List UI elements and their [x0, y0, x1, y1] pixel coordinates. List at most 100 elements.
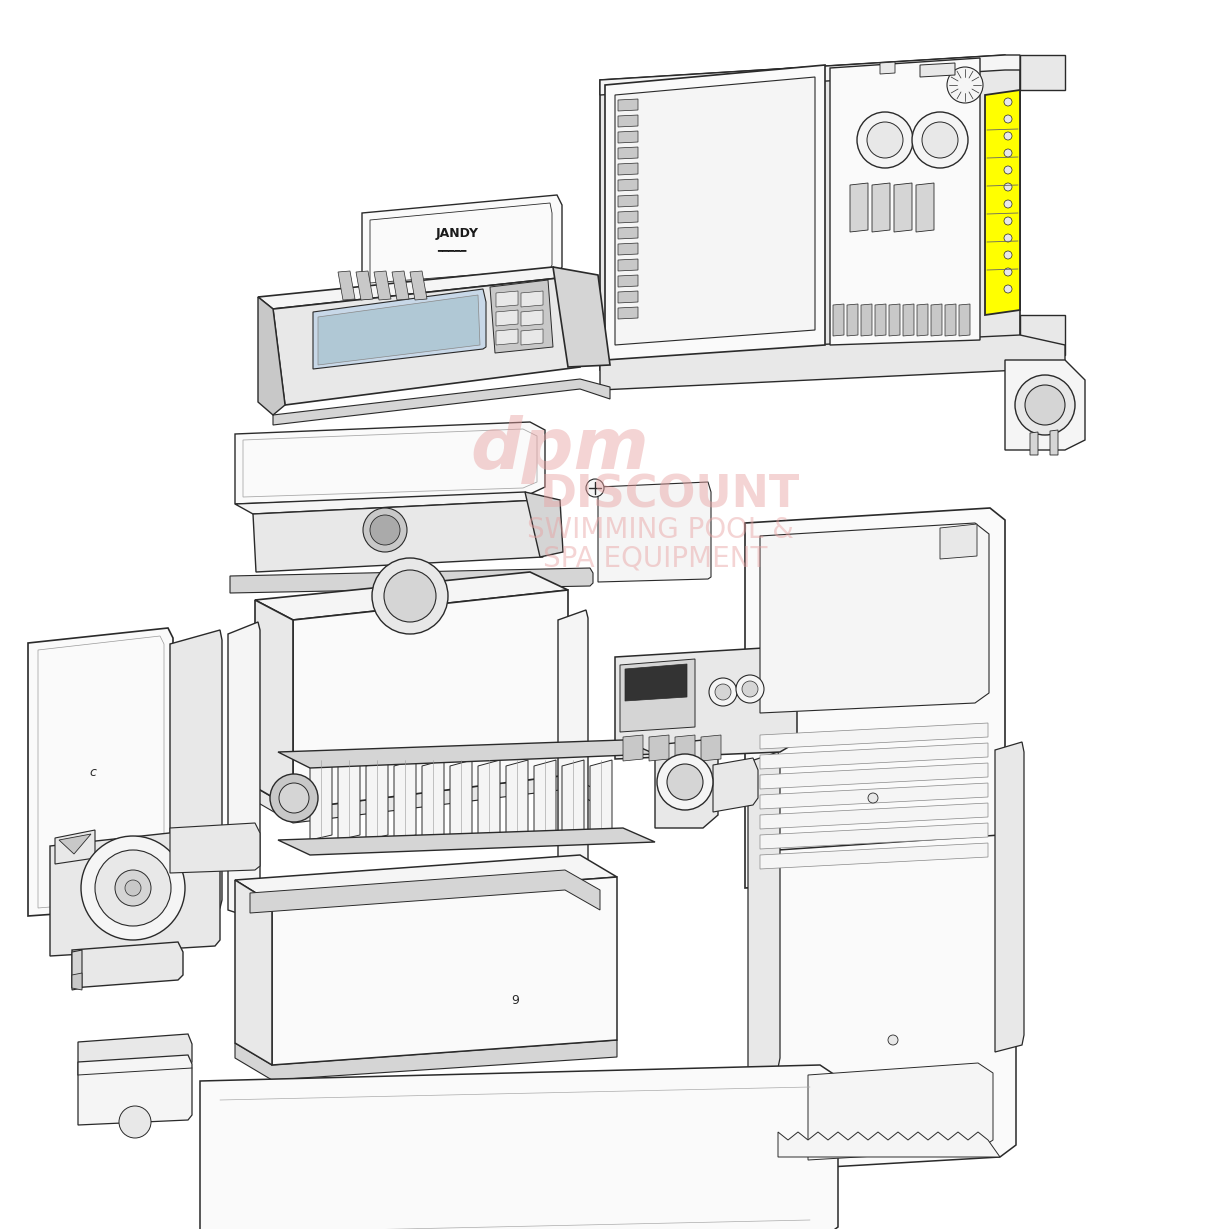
- Circle shape: [1015, 375, 1075, 435]
- Polygon shape: [590, 760, 612, 839]
- Polygon shape: [995, 742, 1024, 1052]
- Polygon shape: [1030, 433, 1039, 455]
- Circle shape: [715, 685, 731, 701]
- Text: ━━━━━: ━━━━━: [438, 245, 467, 254]
- Polygon shape: [558, 610, 587, 912]
- Polygon shape: [73, 973, 82, 991]
- Polygon shape: [618, 116, 638, 127]
- Polygon shape: [862, 304, 873, 336]
- Polygon shape: [618, 307, 638, 320]
- Polygon shape: [235, 880, 272, 1066]
- Circle shape: [270, 774, 318, 822]
- Polygon shape: [77, 1054, 192, 1125]
- Circle shape: [658, 755, 713, 810]
- Polygon shape: [889, 304, 900, 336]
- Polygon shape: [273, 379, 610, 425]
- Polygon shape: [374, 272, 391, 300]
- Polygon shape: [618, 100, 638, 111]
- Polygon shape: [363, 195, 562, 290]
- Polygon shape: [235, 855, 617, 903]
- Text: c: c: [90, 767, 96, 779]
- Polygon shape: [293, 590, 568, 809]
- Polygon shape: [497, 310, 517, 326]
- Text: JANDY: JANDY: [435, 226, 478, 240]
- Polygon shape: [55, 830, 95, 864]
- Polygon shape: [258, 297, 285, 415]
- Polygon shape: [28, 628, 173, 916]
- Polygon shape: [903, 304, 914, 336]
- Polygon shape: [614, 646, 796, 760]
- Polygon shape: [235, 492, 540, 514]
- Polygon shape: [778, 834, 1016, 1170]
- Polygon shape: [278, 740, 655, 768]
- Polygon shape: [278, 828, 655, 855]
- Polygon shape: [614, 77, 815, 345]
- Polygon shape: [253, 500, 543, 571]
- Polygon shape: [1005, 360, 1085, 450]
- Circle shape: [1004, 285, 1011, 293]
- Polygon shape: [778, 1132, 1000, 1156]
- Polygon shape: [760, 524, 989, 713]
- Polygon shape: [50, 828, 220, 956]
- Polygon shape: [249, 870, 600, 913]
- Polygon shape: [521, 310, 543, 326]
- Polygon shape: [1050, 430, 1058, 455]
- Polygon shape: [235, 1040, 617, 1080]
- Polygon shape: [807, 1063, 993, 1160]
- Polygon shape: [760, 744, 988, 769]
- Polygon shape: [73, 941, 183, 988]
- Circle shape: [1004, 98, 1011, 106]
- Polygon shape: [830, 58, 980, 345]
- Polygon shape: [760, 823, 988, 849]
- Polygon shape: [59, 834, 91, 854]
- Circle shape: [709, 678, 737, 705]
- Polygon shape: [873, 183, 890, 232]
- Polygon shape: [254, 571, 568, 619]
- Circle shape: [383, 570, 436, 622]
- Circle shape: [1004, 200, 1011, 208]
- Polygon shape: [313, 289, 485, 369]
- Polygon shape: [525, 492, 563, 557]
- Polygon shape: [675, 735, 696, 761]
- Circle shape: [372, 558, 449, 634]
- Polygon shape: [833, 304, 844, 336]
- Circle shape: [866, 122, 903, 159]
- Polygon shape: [422, 760, 444, 839]
- Circle shape: [81, 836, 186, 940]
- Polygon shape: [618, 291, 638, 304]
- Polygon shape: [506, 760, 528, 839]
- Polygon shape: [600, 336, 1066, 390]
- Polygon shape: [875, 304, 886, 336]
- Polygon shape: [553, 267, 610, 367]
- Polygon shape: [235, 422, 544, 504]
- Polygon shape: [410, 272, 426, 300]
- Polygon shape: [562, 760, 584, 839]
- Polygon shape: [932, 304, 941, 336]
- Polygon shape: [760, 803, 988, 830]
- Polygon shape: [618, 195, 638, 206]
- Polygon shape: [73, 950, 82, 991]
- Circle shape: [95, 850, 171, 925]
- Polygon shape: [599, 482, 712, 583]
- Circle shape: [116, 870, 151, 906]
- Circle shape: [868, 793, 878, 803]
- Polygon shape: [521, 291, 543, 307]
- Circle shape: [125, 880, 141, 896]
- Polygon shape: [338, 760, 360, 839]
- Polygon shape: [618, 179, 638, 190]
- Circle shape: [736, 675, 764, 703]
- Polygon shape: [618, 163, 638, 175]
- Polygon shape: [318, 295, 481, 365]
- Polygon shape: [945, 304, 956, 336]
- Polygon shape: [959, 304, 970, 336]
- Polygon shape: [533, 760, 556, 839]
- Polygon shape: [921, 63, 955, 77]
- Polygon shape: [77, 1034, 192, 1075]
- Circle shape: [857, 112, 913, 168]
- Circle shape: [586, 479, 603, 497]
- Polygon shape: [850, 183, 868, 232]
- Polygon shape: [490, 280, 553, 353]
- Polygon shape: [170, 823, 261, 873]
- Circle shape: [363, 508, 407, 552]
- Circle shape: [1004, 183, 1011, 190]
